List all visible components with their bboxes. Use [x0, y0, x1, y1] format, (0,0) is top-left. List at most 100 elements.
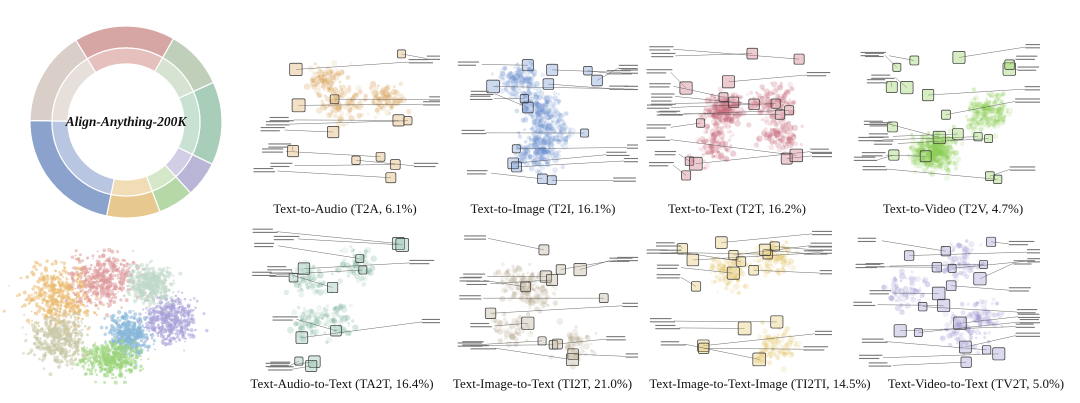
- cluster-point: [738, 95, 742, 99]
- cluster-point: [778, 138, 782, 142]
- overview-point: [174, 294, 178, 298]
- overview-point: [123, 364, 128, 368]
- overview-point: [120, 339, 125, 344]
- cluster-point: [933, 146, 938, 151]
- cluster-point: [534, 107, 539, 112]
- cluster-point: [522, 77, 527, 81]
- cluster-point: [522, 77, 530, 85]
- cluster-point: [517, 152, 524, 158]
- cluster-point: [708, 109, 713, 114]
- overview-point: [104, 340, 107, 342]
- cluster-point: [519, 80, 525, 85]
- cluster-point: [558, 149, 562, 153]
- cluster-point: [560, 118, 565, 123]
- cluster-point: [922, 157, 930, 165]
- cluster-point: [320, 75, 324, 79]
- overview-point: [157, 332, 160, 335]
- cluster-point: [923, 163, 927, 167]
- cluster-point: [980, 115, 986, 120]
- cluster-point: [937, 150, 942, 155]
- cluster-point: [991, 105, 995, 109]
- overview-point: [86, 350, 90, 354]
- overview-point: [140, 332, 145, 338]
- cluster-point: [909, 144, 916, 152]
- cluster-point: [543, 138, 548, 143]
- overview-point: [144, 318, 147, 322]
- cluster-point: [534, 121, 541, 128]
- cluster-point: [721, 109, 727, 115]
- callout-line: [294, 164, 396, 166]
- cluster-point: [510, 86, 515, 91]
- cluster-point: [527, 142, 532, 146]
- overview-point: [75, 345, 80, 349]
- cluster-point: [728, 100, 731, 104]
- overview-point: [25, 297, 30, 302]
- cluster-point: [396, 101, 401, 106]
- cluster-point: [526, 107, 529, 110]
- cluster-point: [946, 136, 954, 144]
- overview-point: [130, 358, 134, 362]
- cluster-point: [539, 141, 545, 147]
- overview-point: [151, 266, 156, 271]
- cluster-point: [976, 102, 983, 109]
- cluster-point: [498, 87, 505, 94]
- cluster-point: [532, 111, 539, 117]
- cluster-point: [770, 101, 776, 106]
- cluster-point: [531, 120, 537, 126]
- cluster-point: [945, 155, 951, 160]
- overview-point: [137, 279, 140, 282]
- cluster-point: [712, 111, 716, 116]
- cluster-point: [940, 162, 944, 165]
- cluster-point: [333, 98, 339, 103]
- overview-point: [22, 303, 27, 308]
- cluster-point: [938, 157, 943, 162]
- cluster-point: [346, 111, 352, 117]
- overview-point: [61, 360, 64, 364]
- overview-point: [69, 349, 72, 352]
- overview-point: [73, 283, 76, 286]
- overview-point: [87, 274, 91, 279]
- cluster-point: [332, 72, 337, 78]
- cluster-point: [310, 75, 317, 82]
- cluster-point: [943, 144, 950, 151]
- cluster-point: [371, 100, 377, 105]
- cluster-point: [557, 92, 561, 96]
- cluster-point: [538, 113, 544, 119]
- overview-point: [165, 297, 169, 301]
- overview-point: [139, 347, 142, 350]
- cluster-point: [722, 123, 728, 129]
- cluster-point: [713, 148, 719, 154]
- overview-point: [162, 280, 166, 285]
- cluster-point: [939, 165, 945, 172]
- overview-point: [61, 354, 66, 359]
- cluster-point: [330, 76, 337, 84]
- cluster-point: [932, 149, 939, 156]
- cluster-point: [768, 137, 775, 144]
- cluster-point: [764, 104, 771, 111]
- overview-point: [172, 337, 176, 340]
- overview-point: [139, 339, 144, 343]
- overview-point: [151, 277, 154, 280]
- cluster-point: [936, 157, 941, 161]
- cluster-point: [776, 127, 781, 132]
- cluster-point: [713, 105, 718, 110]
- cluster-point: [542, 149, 550, 157]
- cluster-point: [981, 107, 986, 112]
- cluster-point: [765, 96, 771, 103]
- cluster-point: [954, 143, 958, 146]
- cluster-point: [535, 109, 542, 116]
- cluster-point: [528, 76, 534, 82]
- cluster-point: [383, 102, 389, 108]
- cluster-point: [989, 101, 993, 105]
- cluster-box: [952, 128, 964, 140]
- overview-point: [57, 358, 60, 361]
- cluster-point: [936, 137, 940, 140]
- cluster-point: [982, 115, 987, 120]
- cluster-point: [704, 152, 708, 155]
- cluster-point: [940, 154, 945, 158]
- cluster-point: [930, 157, 936, 162]
- cluster-point: [936, 147, 942, 153]
- cluster-point: [541, 109, 547, 114]
- cluster-point: [327, 87, 332, 92]
- cluster-point: [779, 137, 786, 143]
